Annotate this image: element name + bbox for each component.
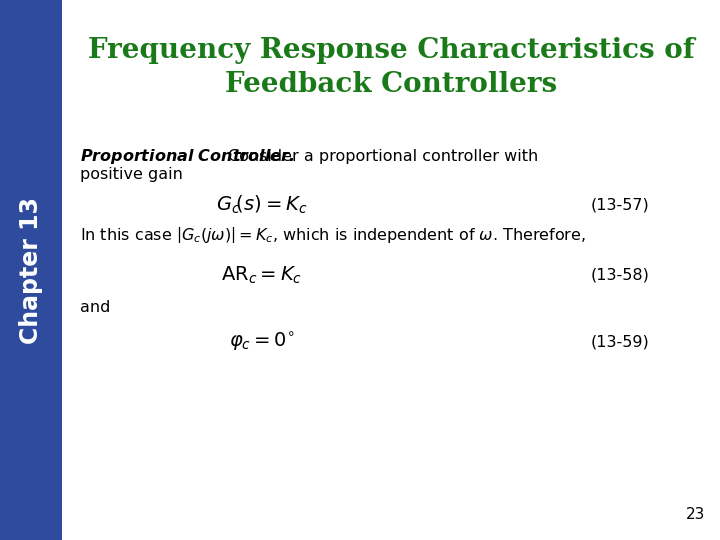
- Text: Frequency Response Characteristics of: Frequency Response Characteristics of: [88, 37, 694, 64]
- Text: Feedback Controllers: Feedback Controllers: [225, 71, 557, 98]
- Text: In this case $\left|G_c\left(j\omega\right)\right|=K_c$, which is independent of: In this case $\left|G_c\left(j\omega\rig…: [80, 225, 586, 245]
- Text: (13-59): (13-59): [590, 334, 649, 349]
- Text: (13-58): (13-58): [590, 267, 649, 282]
- Text: (13-57): (13-57): [590, 198, 649, 213]
- Bar: [0, 0, 62, 540]
- Bar: [62, 0, 720, 140]
- Text: 23: 23: [685, 507, 705, 522]
- Text: positive gain: positive gain: [80, 167, 183, 183]
- Text: Chapter 13: Chapter 13: [19, 197, 43, 343]
- Text: $\varphi_c=0^{\circ}$: $\varphi_c=0^{\circ}$: [229, 330, 295, 354]
- Text: $\bfit{Proportional\ Controller.}$: $\bfit{Proportional\ Controller.}$: [80, 147, 294, 166]
- Text: and: and: [80, 300, 110, 315]
- Text: $G_c\!\left(s\right)=K_c$: $G_c\!\left(s\right)=K_c$: [216, 194, 307, 216]
- Text: $\mathrm{AR}_c=K_c$: $\mathrm{AR}_c=K_c$: [222, 265, 302, 286]
- Text: Consider a proportional controller with: Consider a proportional controller with: [228, 150, 539, 165]
- Bar: [62, 140, 720, 540]
